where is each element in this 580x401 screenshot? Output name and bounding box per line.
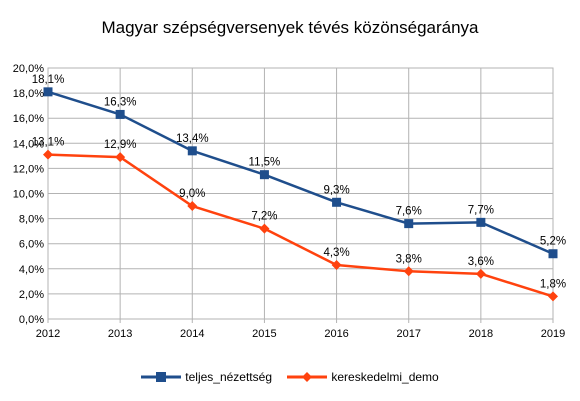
- y-tick-label: 8,0%: [19, 214, 44, 226]
- y-tick-label: 0,0%: [19, 314, 44, 326]
- data-point-series-1: [187, 146, 197, 156]
- data-label-series-1: 9,3%: [323, 184, 349, 196]
- legend-label-series-2: kereskedelmi_demo: [331, 370, 439, 384]
- data-point-series-1: [43, 87, 53, 97]
- data-point-series-1: [115, 109, 125, 119]
- legend-item-series-1: teljes_nézettség: [141, 370, 272, 384]
- y-tick-label: 2,0%: [19, 289, 44, 301]
- x-tick-label: 2014: [180, 328, 204, 340]
- legend-marker-diamond-icon: [287, 372, 328, 382]
- data-point-series-1: [548, 249, 558, 259]
- series-line-2: [47, 153, 554, 298]
- data-label-series-2: 13,1%: [32, 137, 65, 149]
- plot-frame: [47, 67, 554, 320]
- series-line-1: [47, 90, 554, 255]
- data-point-series-2: [331, 260, 342, 271]
- x-tick-label: 2015: [252, 328, 276, 340]
- data-label-series-2: 3,8%: [396, 253, 422, 265]
- legend-marker-square-icon: [141, 372, 182, 382]
- data-label-series-1: 18,1%: [32, 74, 65, 86]
- data-label-series-1: 16,3%: [104, 96, 137, 108]
- data-label-series-1: 5,2%: [540, 236, 566, 248]
- data-label-series-1: 7,6%: [396, 206, 422, 218]
- y-tick-label: 4,0%: [19, 264, 44, 276]
- legend-label-series-1: teljes_nézettség: [185, 370, 272, 384]
- data-point-series-1: [332, 197, 342, 207]
- x-tick-label: 2016: [324, 328, 348, 340]
- y-tick-label: 16,0%: [13, 113, 44, 125]
- x-tick-label: 2013: [108, 328, 132, 340]
- x-tick-label: 2012: [36, 328, 60, 340]
- y-tick-label: 12,0%: [13, 163, 44, 175]
- data-point-series-2: [187, 201, 198, 212]
- data-label-series-1: 7,7%: [468, 204, 494, 216]
- data-point-series-2: [403, 266, 414, 277]
- x-tick-label: 2017: [396, 328, 420, 340]
- data-label-series-1: 11,5%: [249, 157, 281, 169]
- data-point-series-2: [115, 152, 126, 163]
- data-point-series-1: [259, 170, 269, 180]
- data-label-series-2: 12,9%: [104, 139, 137, 151]
- y-tick-label: 14,0%: [13, 138, 44, 150]
- data-label-series-2: 4,3%: [323, 247, 349, 259]
- x-tick-label: 2019: [541, 328, 565, 340]
- data-point-series-2: [475, 268, 486, 279]
- y-tick-label: 18,0%: [13, 88, 44, 100]
- y-tick-label: 20,0%: [13, 63, 44, 75]
- legend: teljes_nézettség kereskedelmi_demo: [0, 370, 580, 386]
- data-label-series-2: 7,2%: [251, 211, 277, 223]
- data-point-series-2: [43, 149, 53, 160]
- x-tick-label: 2018: [469, 328, 493, 340]
- data-point-series-2: [259, 223, 270, 234]
- data-label-series-2: 3,6%: [468, 256, 494, 268]
- data-point-series-2: [548, 291, 558, 302]
- y-tick-label: 10,0%: [13, 189, 44, 201]
- data-label-series-2: 9,0%: [179, 188, 205, 200]
- data-label-series-1: 13,4%: [176, 133, 209, 145]
- data-point-series-1: [476, 217, 486, 227]
- data-point-series-1: [404, 219, 414, 229]
- legend-item-series-2: kereskedelmi_demo: [287, 370, 439, 384]
- data-label-series-2: 1,8%: [540, 278, 566, 290]
- y-tick-label: 6,0%: [19, 239, 44, 251]
- chart-title: Magyar szépségversenyek tévés közönségar…: [101, 18, 479, 37]
